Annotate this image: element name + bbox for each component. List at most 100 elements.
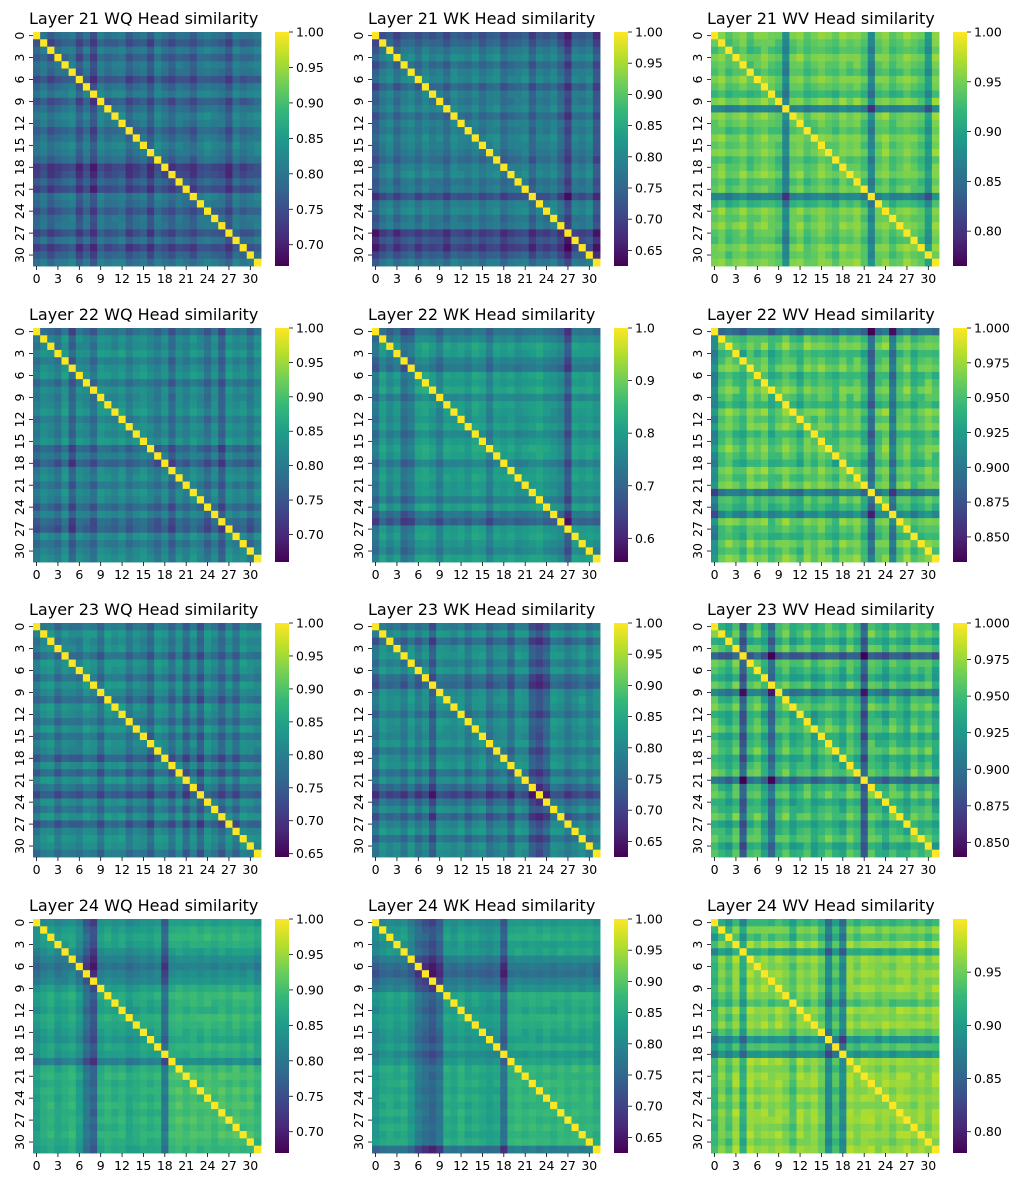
heatmap-cell [118,371,127,380]
heatmap-cell [75,39,84,48]
heatmap-cell [903,156,911,165]
heatmap-cell [211,214,219,223]
heatmap-cell [75,119,84,128]
heatmap-cell [386,200,394,208]
heatmap-cell [796,134,805,143]
heatmap-cell [521,149,530,157]
heatmap-cell [139,437,148,446]
heatmap-cell [182,214,191,223]
heatmap-cell [75,134,84,143]
heatmap-cell [760,83,769,91]
heatmap-cell [82,61,91,70]
heatmap-cell [528,244,537,252]
heatmap-cell [543,357,551,366]
heatmap-cell [139,149,148,157]
heatmap-cell [82,68,91,77]
heatmap-cell [372,423,380,431]
heatmap-cell [860,119,869,128]
heatmap-cell [393,90,401,99]
heatmap-cell [782,46,790,55]
heatmap-cell [571,141,580,150]
heatmap-cell [457,178,466,187]
heatmap-cell [521,178,530,187]
heatmap-cell [379,75,387,84]
heatmap-cell [782,90,790,99]
heatmap-cell [372,251,380,260]
heatmap-cell [557,222,565,230]
heatmap-cell [372,393,380,402]
heatmap-cell [832,83,840,91]
heatmap-cell [40,371,48,380]
heatmap-cell [154,68,162,77]
heatmap-cell [535,75,544,84]
heatmap-cell [592,364,601,373]
heatmap-cell [846,68,854,77]
heatmap-cell [543,379,551,387]
heatmap-cell [457,46,466,55]
heatmap-cell [132,510,141,519]
heatmap-cell [746,97,755,106]
heatmap-cell [90,540,98,548]
heatmap-cell [421,430,430,439]
heatmap-cell [810,170,819,179]
heatmap-cell [204,496,212,504]
heatmap-cell [54,134,62,143]
heatmap-cell [910,149,919,157]
heatmap-cell [789,251,797,260]
heatmap-cell [436,141,444,150]
heatmap-cell [500,119,508,128]
heatmap-cell [924,90,933,99]
heatmap-cell [514,39,523,48]
heatmap-cell [443,214,451,223]
heatmap-cell [796,229,805,238]
heatmap-cell [414,97,423,106]
heatmap-cell [486,244,494,252]
heatmap-cell [471,445,480,453]
heatmap-cell [507,170,515,179]
heatmap-cell [464,222,473,230]
heatmap-cell [414,342,423,351]
heatmap-cell [853,75,862,84]
heatmap-cell [168,192,176,201]
heatmap-cell [832,46,840,55]
heatmap-cell [246,207,255,216]
heatmap-cell [760,112,769,121]
heatmap-cell [550,335,558,344]
heatmap-cell [514,415,523,424]
heatmap-cell [225,445,233,453]
heatmap-cell [803,39,812,48]
heatmap-cell [54,466,62,475]
heatmap-cell [168,178,176,187]
heatmap-cell [118,236,127,245]
heatmap-cell [40,214,48,223]
heatmap-cell [253,496,262,504]
heatmap-cell [97,430,105,439]
heatmap-cell [543,214,551,223]
heatmap-cell [436,401,444,409]
heatmap-cell [61,222,70,230]
heatmap-cell [204,459,212,468]
heatmap-cell [882,39,890,48]
heatmap-cell [443,39,451,48]
heatmap-cell [232,200,241,208]
heatmap-cell [768,178,776,187]
heatmap-cell [33,53,41,62]
heatmap-cell [443,258,451,267]
heatmap-cell [571,163,580,172]
heatmap-cell [90,83,98,91]
heatmap-cell [464,90,473,99]
heatmap-cell [225,119,233,128]
heatmap-cell [486,119,494,128]
heatmap-cell [47,554,55,563]
heatmap-cell [535,200,544,208]
heatmap-cell [189,459,198,468]
heatmap-cell [500,236,508,245]
heatmap-cell [97,149,105,157]
heatmap-cell [54,518,62,526]
heatmap-cell [796,61,805,70]
heatmap-cell [147,452,155,461]
heatmap-cell [478,75,487,84]
heatmap-cell [246,423,255,431]
heatmap-cell [436,185,444,194]
heatmap-cell [421,90,430,99]
